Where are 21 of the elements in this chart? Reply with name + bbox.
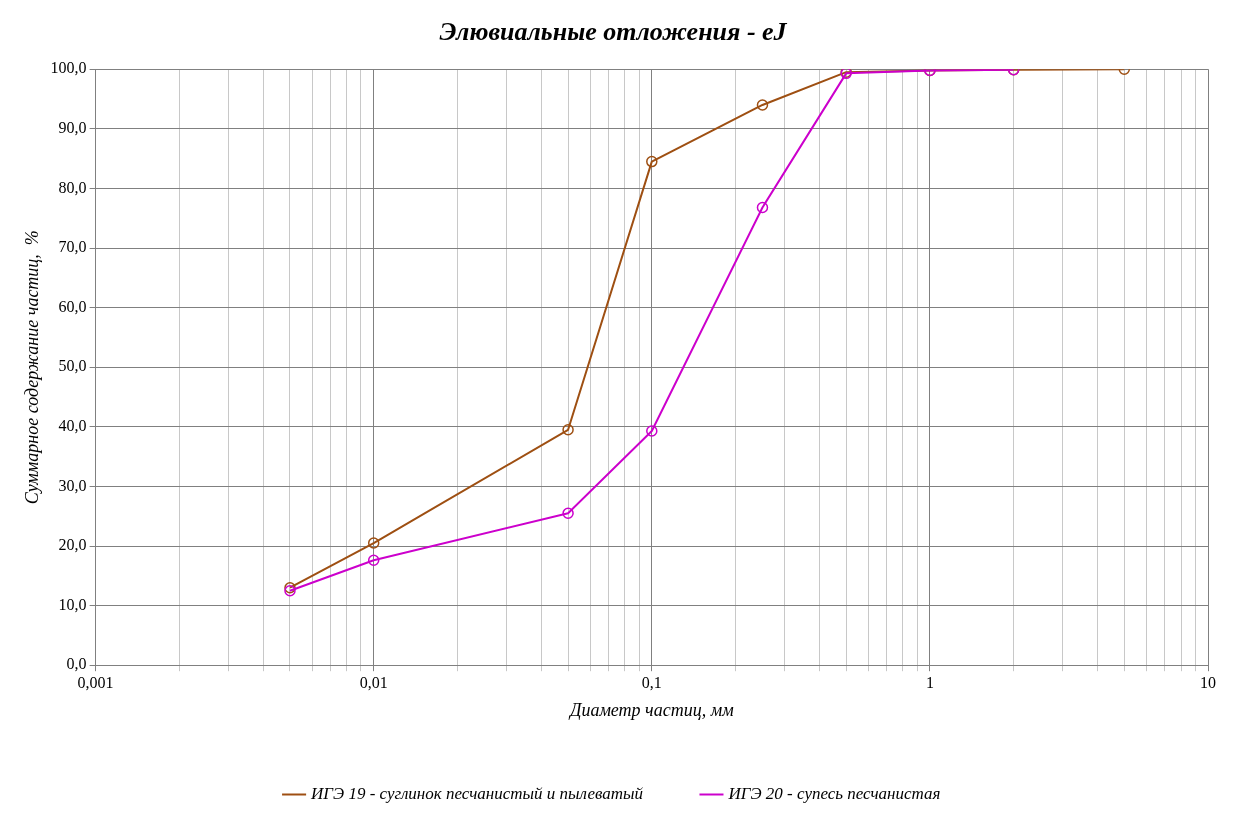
y-tick-label: 50,0 bbox=[58, 357, 87, 375]
y-tick-label: 20,0 bbox=[58, 536, 87, 554]
y-tick-label: 80,0 bbox=[58, 178, 87, 196]
y-axis-title: Суммарное содержание частиц, % bbox=[21, 230, 42, 505]
y-tick-label: 30,0 bbox=[58, 476, 87, 494]
chart-title: Элювиальные отложения - eJ bbox=[439, 17, 788, 47]
x-tick-label: 0,01 bbox=[359, 674, 388, 691]
y-tick-label: 0,0 bbox=[66, 655, 87, 673]
y-tick-label: 70,0 bbox=[58, 238, 87, 256]
y-tick-label: 40,0 bbox=[58, 417, 87, 434]
y-tick-label: 60,0 bbox=[58, 297, 87, 315]
x-tick-label: 10 bbox=[1200, 674, 1216, 691]
x-tick-label: 1 bbox=[925, 674, 934, 691]
x-tick-label: 0,001 bbox=[77, 674, 114, 691]
legend-label: ИГЭ 19 - суглинок песчанистый и пылеватый bbox=[310, 783, 644, 803]
y-tick-label: 90,0 bbox=[58, 119, 87, 136]
y-tick-label: 100,0 bbox=[50, 59, 87, 77]
y-tick-label: 10,0 bbox=[58, 595, 87, 613]
x-axis-title: Диаметр частиц, мм bbox=[567, 699, 735, 720]
legend-label: ИГЭ 20 - супесь песчанистая bbox=[727, 783, 941, 803]
x-tick-label: 0,1 bbox=[641, 674, 662, 691]
